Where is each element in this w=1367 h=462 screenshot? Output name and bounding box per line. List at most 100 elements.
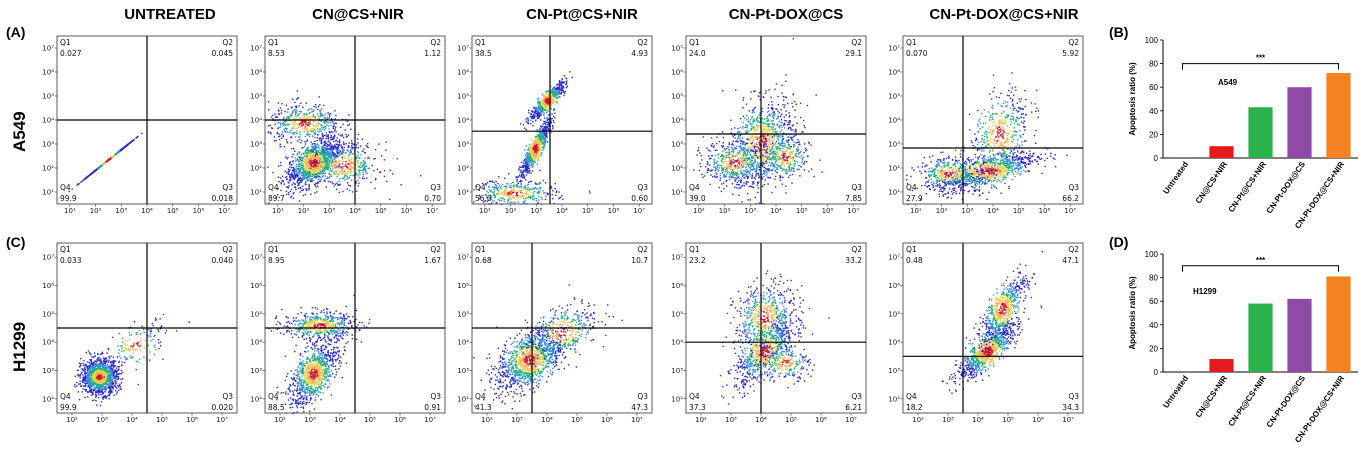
event-dot <box>322 175 324 177</box>
event-dot <box>555 88 558 90</box>
event-dot <box>552 100 555 102</box>
event-dot <box>529 180 531 183</box>
event-dot <box>314 184 316 186</box>
event-dot <box>339 159 341 162</box>
event-dot <box>545 96 547 98</box>
event-dot <box>316 165 318 168</box>
event-dot <box>310 164 312 166</box>
event-dot <box>319 128 321 131</box>
panel-letter-d: (D) <box>1109 234 1129 250</box>
event-dot <box>284 127 287 130</box>
event-dot <box>313 145 315 148</box>
event-dot <box>314 164 316 167</box>
event-dot <box>299 163 301 165</box>
event-dot <box>536 114 539 117</box>
flow-plot-a549-0: Q10.027Q20.045Q30.018Q499.910¹10¹10²10²1… <box>42 35 238 215</box>
event-dot <box>536 150 538 152</box>
event-dot <box>327 135 329 137</box>
event-dot <box>543 143 546 146</box>
event-dot <box>537 150 539 153</box>
event-dot <box>523 164 525 167</box>
event-dot <box>290 136 293 138</box>
event-dot <box>276 132 278 135</box>
event-dot <box>544 107 547 109</box>
column-title-cn-pt-cs-nir: CN-Pt@CS+NIR <box>526 6 638 23</box>
event-dot <box>303 160 305 162</box>
event-dot <box>320 168 322 171</box>
event-dot <box>542 100 544 102</box>
event-dot <box>297 174 300 177</box>
event-dot <box>556 84 558 86</box>
event-dot <box>521 166 523 168</box>
y-tick-label: 10⁵ <box>250 93 262 101</box>
event-dot <box>102 163 104 166</box>
event-dot <box>313 148 316 150</box>
x-tick-label: 10⁶ <box>401 207 413 215</box>
event-dot <box>331 157 333 160</box>
quadrant-label-q2: Q2 <box>430 38 441 47</box>
event-dot <box>531 166 533 168</box>
event-dot <box>293 160 295 162</box>
event-dot <box>331 170 333 172</box>
event-dot <box>274 113 276 115</box>
event-dot <box>286 123 288 126</box>
event-dot <box>326 143 329 146</box>
event-dot <box>328 130 330 133</box>
event-dot <box>531 152 534 155</box>
event-dot <box>311 168 313 170</box>
event-dot <box>537 102 539 104</box>
event-dot <box>299 131 301 133</box>
event-dot <box>566 82 568 84</box>
event-dot <box>541 137 544 139</box>
event-dot <box>302 176 304 178</box>
event-dot <box>299 158 301 161</box>
event-dot <box>304 141 306 143</box>
event-dot <box>316 169 318 171</box>
event-dot <box>309 173 312 175</box>
event-dot <box>323 160 326 163</box>
event-dot <box>325 134 327 136</box>
event-dot <box>538 115 540 117</box>
event-dot <box>280 109 283 112</box>
event-dot <box>551 93 554 95</box>
event-dot <box>389 198 391 201</box>
event-dot <box>499 197 502 199</box>
event-dot <box>317 165 319 167</box>
y-tick-label: 10³ <box>42 141 54 149</box>
event-dot <box>315 158 318 160</box>
event-dot <box>283 128 285 130</box>
event-dot <box>324 159 326 161</box>
quadrant-value-q2: 0.045 <box>212 49 234 58</box>
event-dot <box>537 146 539 149</box>
x-tick-label: 10⁶ <box>193 207 205 215</box>
event-dot <box>297 179 299 181</box>
event-dot <box>556 93 558 95</box>
event-dot <box>339 154 341 156</box>
event-dot <box>526 188 529 191</box>
event-dot <box>324 154 327 156</box>
event-dot <box>299 122 301 124</box>
event-dot <box>333 185 335 187</box>
event-dot <box>350 151 353 153</box>
event-dot <box>291 127 293 129</box>
event-dot <box>352 160 354 162</box>
event-dot <box>351 167 353 169</box>
event-dot <box>296 174 298 177</box>
event-dot <box>322 127 325 129</box>
event-dot <box>307 134 309 136</box>
event-dot <box>326 118 329 120</box>
event-dot <box>299 117 302 119</box>
event-dot <box>290 174 292 176</box>
event-dot <box>350 140 353 142</box>
event-dot <box>322 170 324 172</box>
event-dot <box>352 163 355 165</box>
event-dot <box>307 152 310 154</box>
event-dot <box>350 179 353 181</box>
event-dot <box>305 173 308 175</box>
event-dot <box>365 165 367 168</box>
event-dot <box>535 139 537 142</box>
event-dot <box>330 174 332 176</box>
event-dot <box>531 159 533 161</box>
event-dot <box>333 135 336 137</box>
event-dot <box>84 177 86 180</box>
